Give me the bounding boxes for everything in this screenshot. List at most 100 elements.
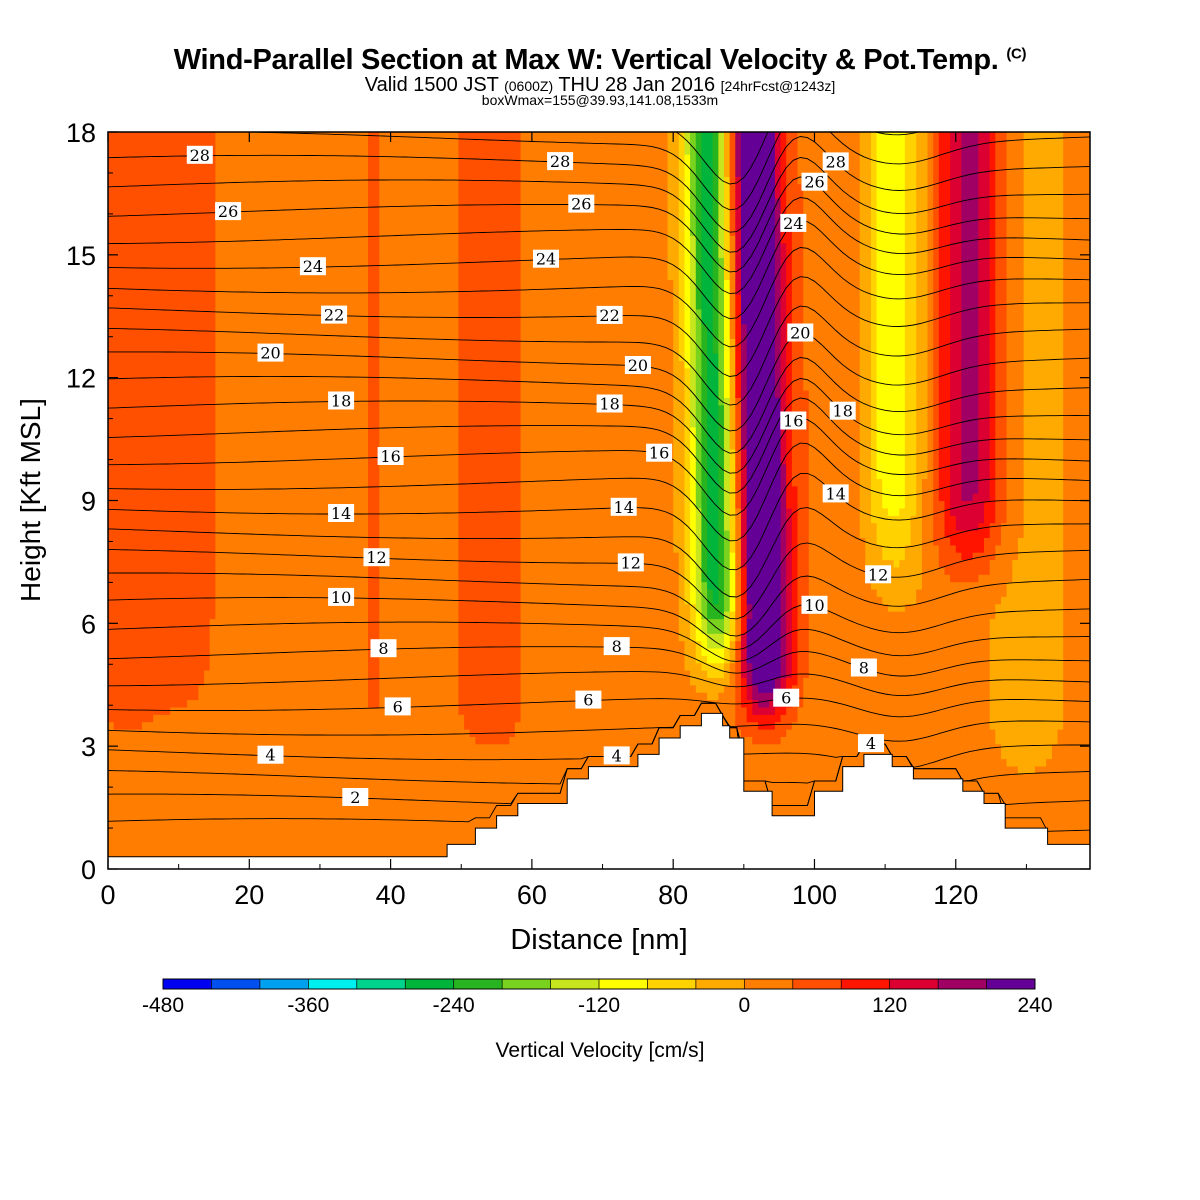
velocity-cell xyxy=(356,493,363,502)
velocity-cell xyxy=(379,633,386,642)
velocity-cell xyxy=(198,478,205,487)
velocity-cell xyxy=(221,419,228,428)
velocity-cell xyxy=(379,338,386,347)
velocity-cell xyxy=(181,198,188,207)
velocity-cell xyxy=(243,758,250,767)
velocity-cell xyxy=(221,132,228,140)
velocity-cell xyxy=(368,787,375,796)
velocity-cell xyxy=(322,331,330,339)
velocity-cell xyxy=(368,257,375,266)
velocity-cell xyxy=(215,581,222,590)
velocity-cell xyxy=(300,294,307,303)
velocity-cell xyxy=(260,544,267,553)
velocity-cell xyxy=(108,264,115,273)
velocity-cell xyxy=(334,559,341,568)
velocity-cell xyxy=(345,154,352,163)
velocity-cell xyxy=(113,323,120,332)
velocity-cell xyxy=(158,183,166,192)
velocity-cell xyxy=(209,773,216,782)
velocity-cell xyxy=(232,235,239,244)
velocity-cell xyxy=(141,419,149,428)
velocity-cell xyxy=(300,404,307,413)
velocity-cell xyxy=(277,198,284,207)
velocity-cell xyxy=(260,633,267,642)
velocity-cell xyxy=(136,249,143,258)
velocity-cell xyxy=(362,662,369,671)
velocity-cell xyxy=(260,802,267,811)
velocity-cell xyxy=(368,729,375,737)
velocity-cell xyxy=(294,242,301,251)
velocity-cell xyxy=(198,743,205,752)
velocity-cell xyxy=(226,390,233,398)
velocity-cell xyxy=(119,832,126,841)
velocity-cell xyxy=(305,412,313,421)
velocity-cell xyxy=(288,257,296,266)
velocity-cell xyxy=(130,176,137,185)
velocity-cell xyxy=(254,279,262,288)
velocity-cell xyxy=(192,183,200,192)
velocity-cell xyxy=(108,515,115,524)
velocity-cell xyxy=(187,191,194,199)
velocity-cell xyxy=(119,294,126,303)
velocity-cell xyxy=(260,382,267,391)
velocity-cell xyxy=(221,743,228,752)
velocity-cell xyxy=(204,375,211,384)
velocity-cell xyxy=(181,308,188,317)
velocity-cell xyxy=(141,213,149,222)
velocity-cell xyxy=(198,456,205,465)
velocity-cell xyxy=(254,235,262,244)
velocity-cell xyxy=(238,714,245,723)
velocity-cell xyxy=(300,367,307,376)
velocity-cell xyxy=(232,471,239,479)
velocity-cell xyxy=(221,714,228,723)
velocity-cell xyxy=(158,507,166,516)
velocity-cell xyxy=(260,625,267,634)
velocity-cell xyxy=(136,574,143,583)
velocity-cell xyxy=(384,736,392,745)
velocity-cell xyxy=(153,345,160,354)
velocity-cell xyxy=(271,308,279,317)
velocity-cell xyxy=(158,515,166,524)
velocity-cell xyxy=(334,345,341,354)
velocity-cell xyxy=(181,670,188,678)
velocity-cell xyxy=(113,338,120,347)
velocity-cell xyxy=(125,316,132,325)
velocity-cell xyxy=(141,191,149,199)
velocity-cell xyxy=(209,198,216,207)
velocity-cell xyxy=(170,419,177,428)
velocity-cell xyxy=(277,139,284,148)
velocity-cell xyxy=(322,537,330,546)
velocity-cell xyxy=(277,249,284,258)
velocity-cell xyxy=(209,331,216,339)
velocity-cell xyxy=(125,257,132,266)
velocity-cell xyxy=(113,279,120,288)
velocity-cell xyxy=(300,390,307,398)
velocity-cell xyxy=(158,286,166,295)
velocity-cell xyxy=(305,588,313,597)
velocity-cell xyxy=(266,360,273,369)
velocity-cell xyxy=(119,360,126,369)
velocity-cell xyxy=(108,684,115,693)
velocity-cell xyxy=(158,235,166,244)
velocity-cell xyxy=(373,522,380,531)
velocity-cell xyxy=(153,301,160,310)
velocity-cell xyxy=(249,544,256,553)
velocity-cell xyxy=(108,839,115,848)
velocity-cell xyxy=(175,272,183,280)
velocity-cell xyxy=(317,286,324,295)
velocity-cell xyxy=(283,647,290,656)
velocity-cell xyxy=(260,390,267,398)
velocity-cell xyxy=(221,242,228,251)
velocity-cell xyxy=(311,213,318,222)
velocity-cell xyxy=(192,316,200,325)
velocity-cell xyxy=(254,168,262,177)
velocity-cell xyxy=(181,559,188,568)
velocity-cell xyxy=(215,522,222,531)
velocity-cell xyxy=(221,780,228,789)
velocity-cell xyxy=(141,198,149,207)
velocity-cell xyxy=(130,773,137,782)
velocity-cell xyxy=(254,640,262,649)
velocity-cell xyxy=(328,729,335,737)
velocity-cell xyxy=(266,552,273,561)
velocity-cell xyxy=(362,670,369,678)
